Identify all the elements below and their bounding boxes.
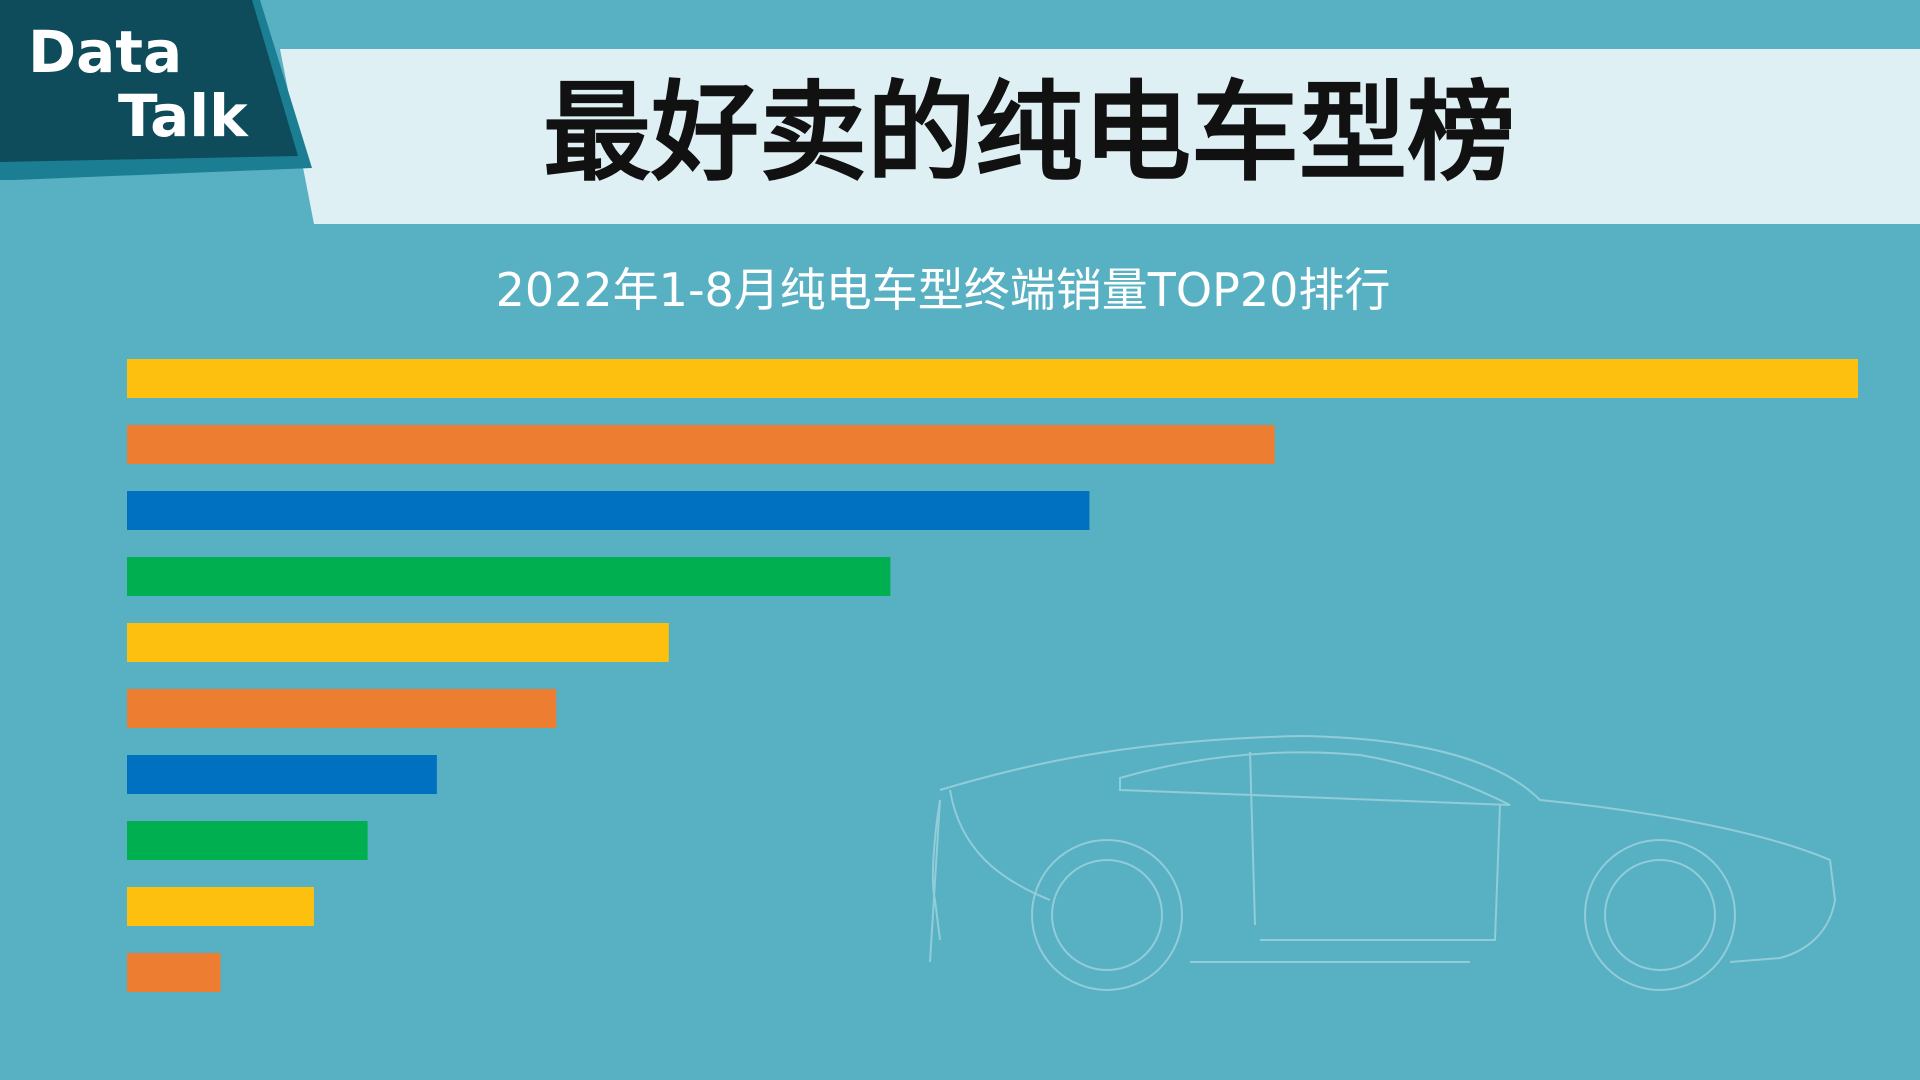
bar: [127, 821, 368, 860]
bar: [127, 755, 437, 794]
bar: [127, 689, 557, 728]
title-band: [280, 49, 1920, 224]
bar: [127, 887, 314, 926]
logo-text: Data: [28, 18, 182, 86]
bar: [127, 359, 1858, 398]
chart-subtitle: 2022年1-8月纯电车型终端销量TOP20排行: [496, 263, 1391, 317]
bar: [127, 623, 669, 662]
car-outline: [929, 734, 1837, 991]
logo-box: [0, 0, 298, 162]
bar: [127, 425, 1275, 464]
bar: [127, 557, 891, 596]
bar: [127, 491, 1090, 530]
bar: [127, 953, 221, 992]
chart-title: 最好卖的纯电车型榜: [543, 71, 1515, 196]
logo-text: Talk: [118, 82, 249, 150]
